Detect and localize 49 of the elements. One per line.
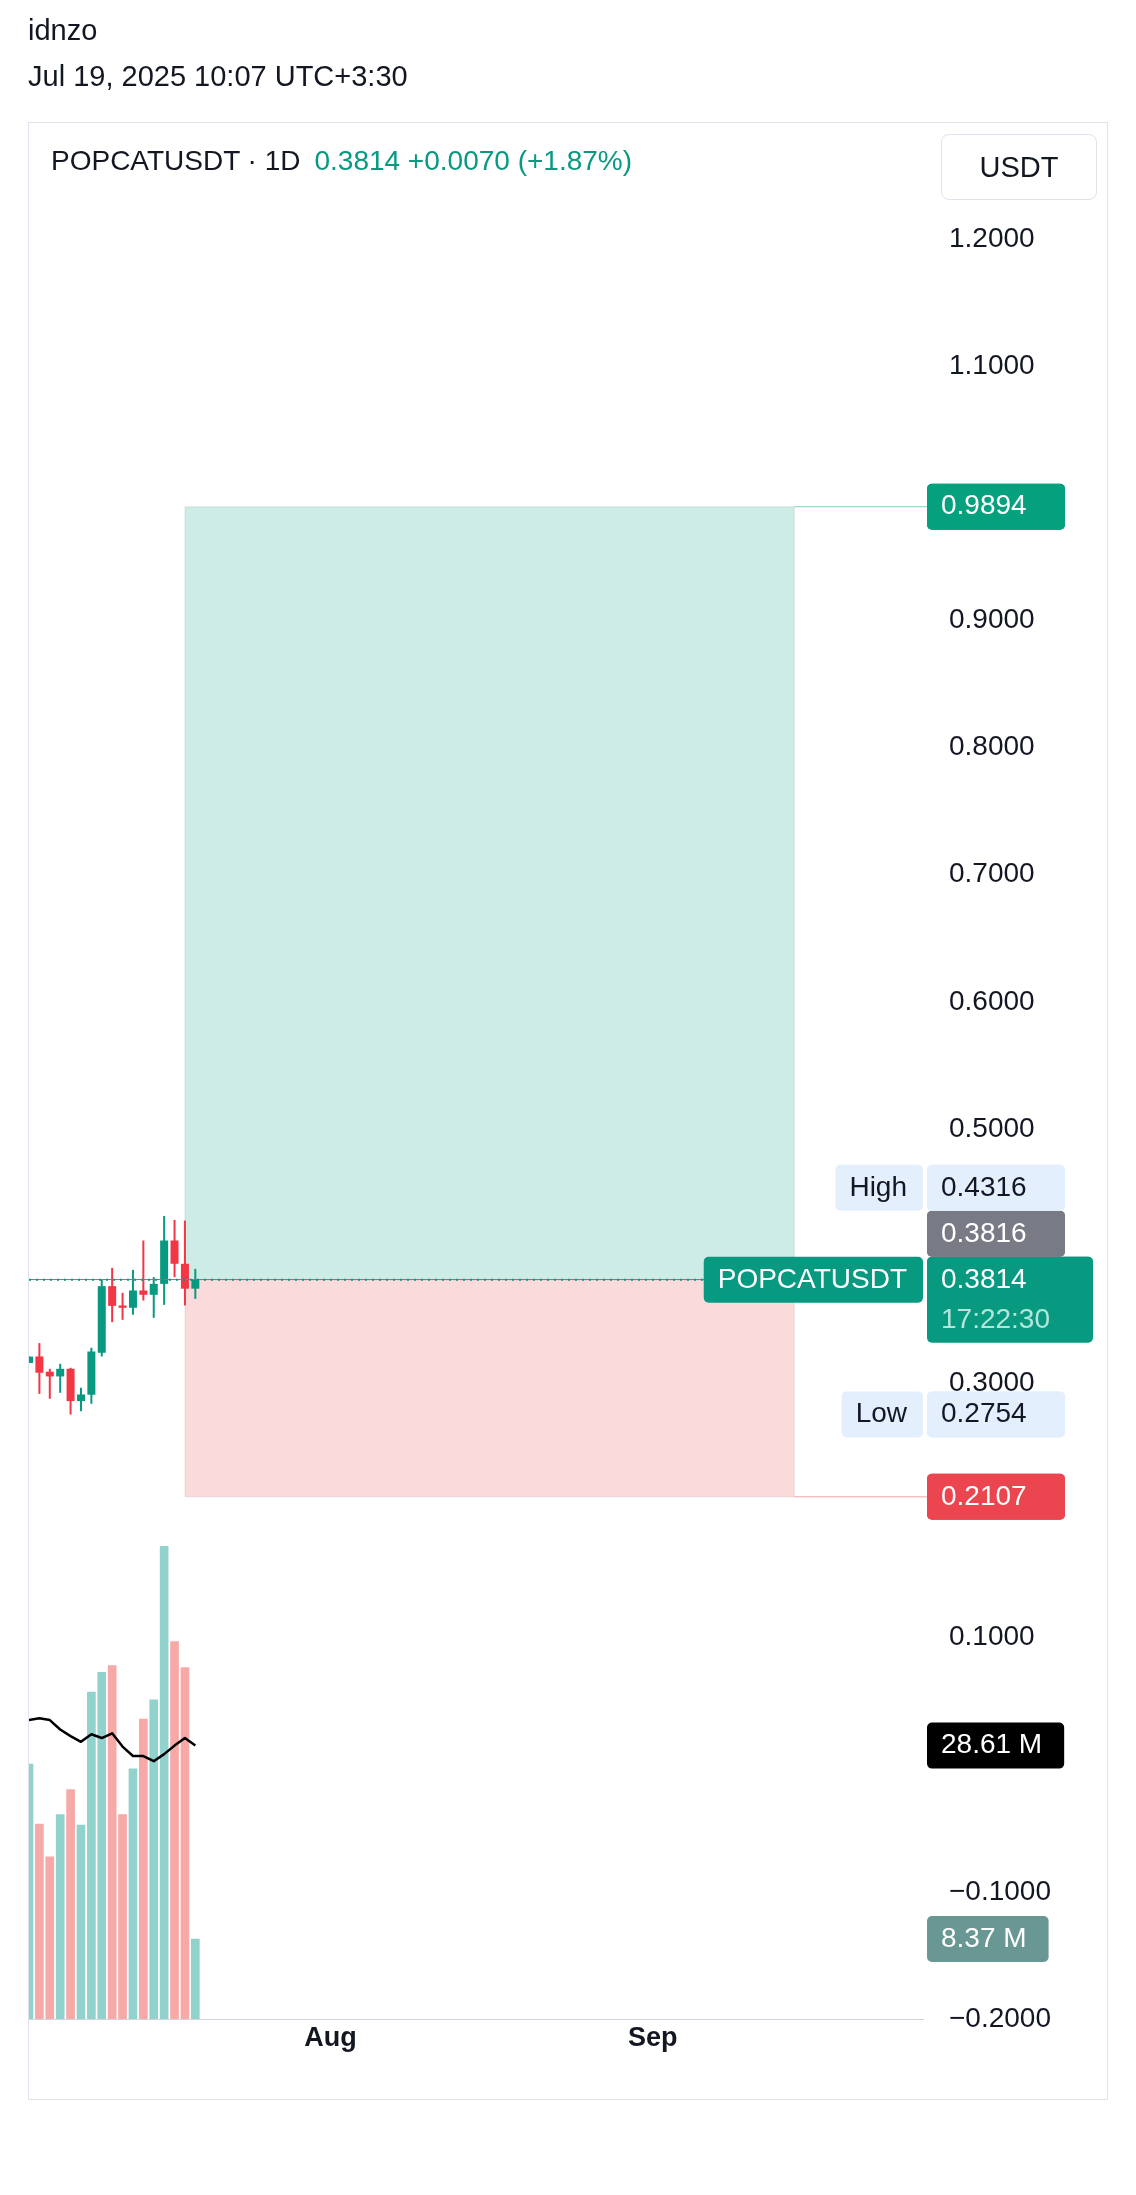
chart-subtitle: 0.3814 +0.0070 (+1.87%) bbox=[314, 145, 633, 176]
band-label: 0.2107 bbox=[941, 1479, 1027, 1511]
candlestick bbox=[35, 1342, 44, 1395]
text: 0.2754 bbox=[941, 1397, 1027, 1429]
bar bbox=[139, 1718, 148, 2019]
bar bbox=[76, 1824, 86, 2019]
bar bbox=[180, 1667, 190, 2019]
bar bbox=[55, 1814, 65, 2019]
candlestick bbox=[139, 1239, 148, 1302]
y-tick-label: 0.6000 bbox=[949, 984, 1035, 1016]
bar bbox=[170, 1641, 179, 2019]
y-tick-label: 0.3000 bbox=[949, 1366, 1035, 1397]
y-tick-label: −0.1000 bbox=[949, 1874, 1051, 1906]
y-tick-label: 0.8000 bbox=[949, 730, 1035, 762]
y-tick-label: 0.9000 bbox=[949, 603, 1035, 635]
text: 17:22:30 bbox=[941, 1302, 1050, 1334]
y-tick-label: 0.5000 bbox=[949, 1111, 1035, 1143]
bar bbox=[159, 1546, 169, 2019]
text: Jul 19, 2025 10:07 UTC+3:30 bbox=[28, 60, 408, 93]
text: idnzo bbox=[28, 14, 98, 47]
ref-line-label: 0.3816 bbox=[941, 1216, 1027, 1248]
candlestick bbox=[170, 1218, 179, 1279]
y-tick-label: 0.7000 bbox=[949, 857, 1035, 889]
x-tick-label: Aug bbox=[304, 2021, 357, 2052]
candlestick bbox=[118, 1291, 127, 1321]
y-tick-label: 1.1000 bbox=[949, 348, 1035, 380]
text: 8.37 M bbox=[941, 1921, 1027, 1953]
band-label: 0.9894 bbox=[941, 489, 1027, 521]
bar bbox=[128, 1768, 138, 2019]
annotation: High bbox=[849, 1170, 908, 1202]
y-tick-label: 0.1000 bbox=[949, 1620, 1035, 1652]
candlestick bbox=[108, 1266, 117, 1324]
y-tick-label: −0.2000 bbox=[949, 2001, 1051, 2033]
text: 28.61 M bbox=[941, 1728, 1043, 1760]
bar bbox=[66, 1789, 75, 2019]
bar bbox=[191, 1938, 200, 2019]
bar bbox=[118, 1814, 127, 2019]
candlestick bbox=[56, 1362, 65, 1394]
annotation: Low bbox=[855, 1397, 908, 1429]
x-tick-label: Sep bbox=[627, 2021, 678, 2052]
text: 0.4316 bbox=[941, 1170, 1027, 1202]
ref-line-label: 0.3814 bbox=[941, 1262, 1027, 1294]
bar bbox=[107, 1665, 117, 2019]
bar bbox=[149, 1699, 159, 2019]
annotation: POPCATUSDT bbox=[717, 1262, 908, 1294]
y-axis-title: USDT bbox=[941, 134, 1097, 200]
y-tick-label: 1.2000 bbox=[949, 221, 1035, 253]
chart-title: POPCATUSDT · 1D bbox=[51, 145, 301, 176]
candlestick bbox=[76, 1386, 85, 1413]
